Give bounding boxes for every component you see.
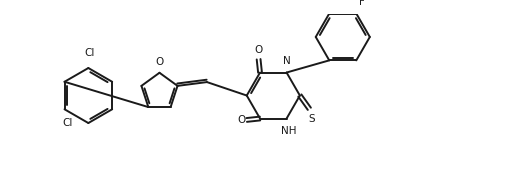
Text: S: S (308, 114, 315, 125)
Text: O: O (155, 57, 164, 67)
Text: F: F (359, 0, 365, 7)
Text: Cl: Cl (63, 118, 73, 128)
Text: Cl: Cl (84, 48, 94, 58)
Text: NH: NH (281, 126, 296, 136)
Text: O: O (237, 115, 245, 125)
Text: N: N (283, 56, 291, 66)
Text: O: O (254, 44, 263, 54)
